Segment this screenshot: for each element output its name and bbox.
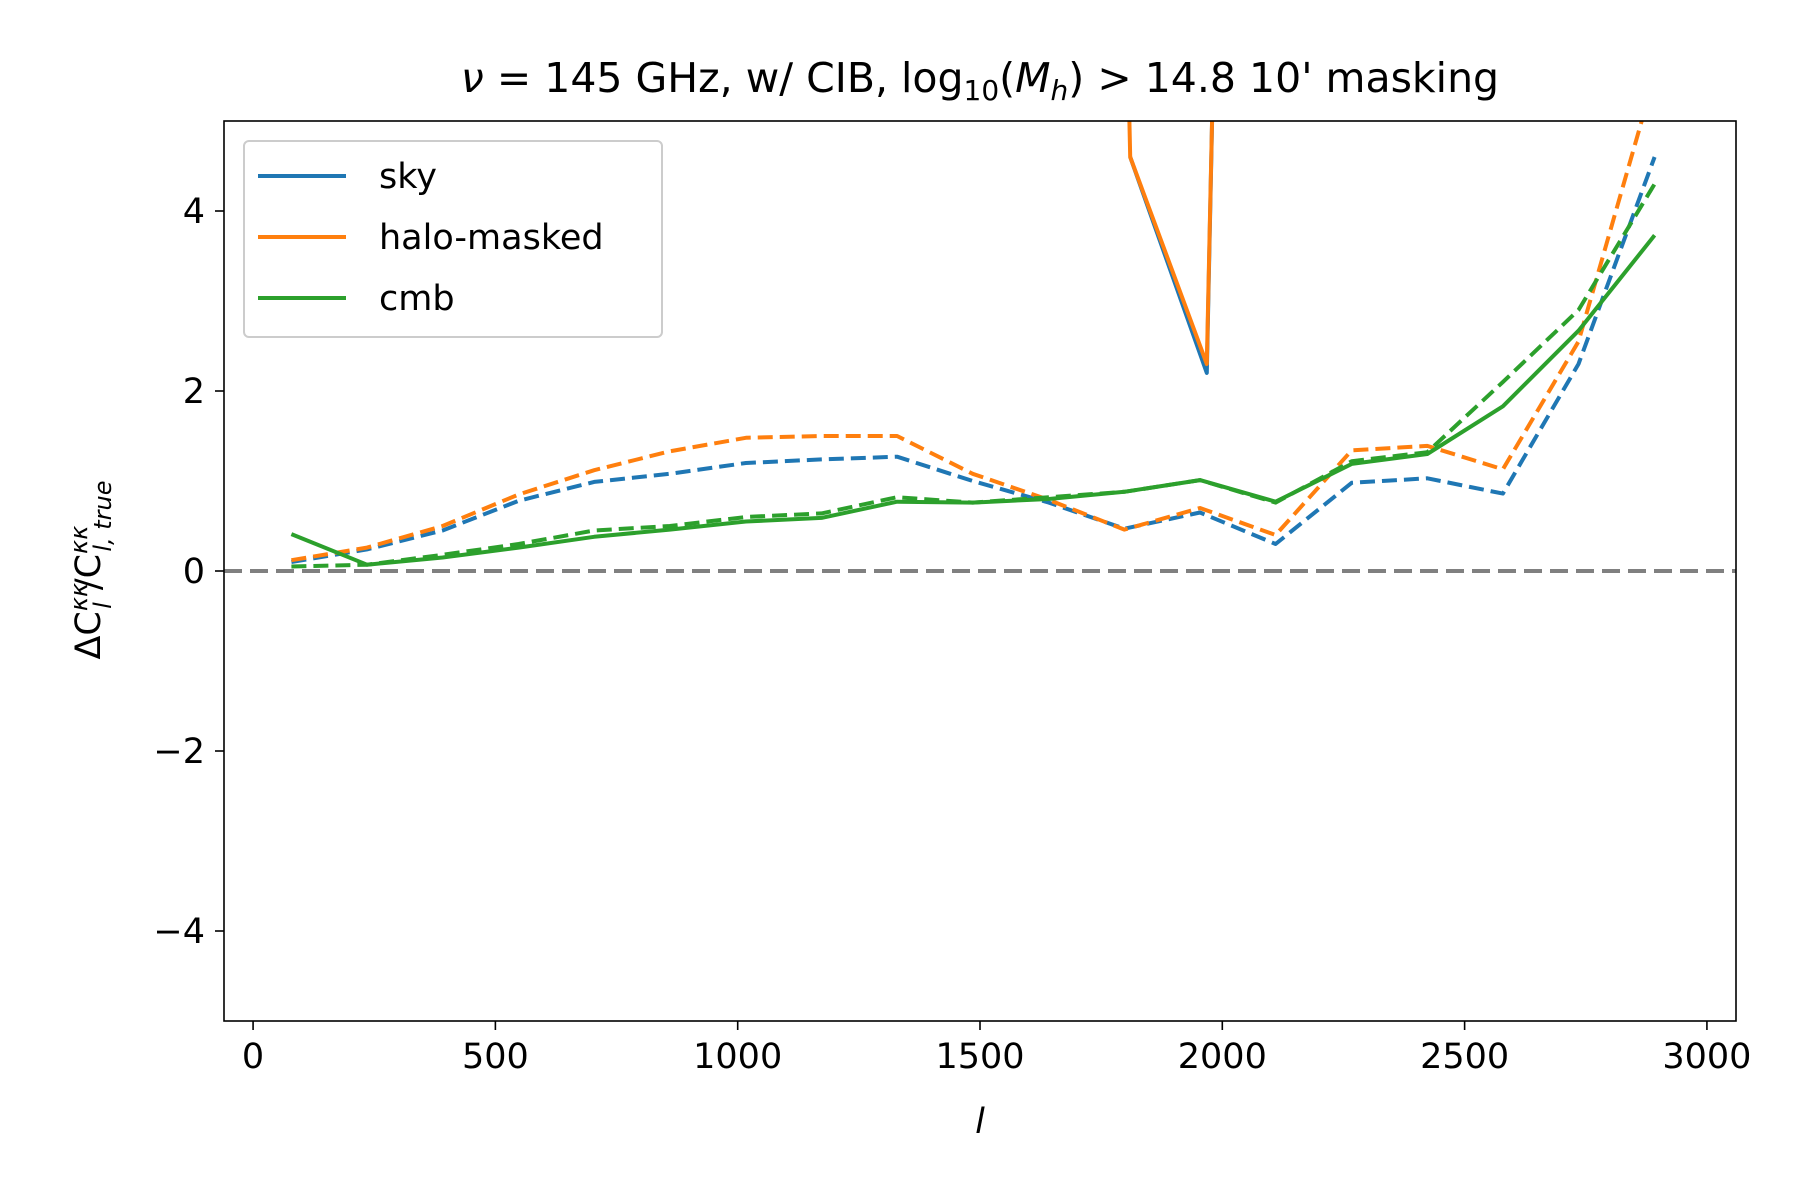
chart-title: ν = 145 GHz, w/ CIB, log10(Mh) > 14.8 10…	[461, 54, 1499, 107]
y-tick-label-0: −4	[153, 912, 205, 952]
x-tick-label-0: 0	[242, 1037, 264, 1077]
x-axis-label: l	[975, 1102, 985, 1142]
legend-label-sky: sky	[379, 157, 437, 197]
x-tick-label-3: 1500	[935, 1037, 1024, 1077]
y-tick-label-3: 2	[183, 372, 205, 412]
y-axis: −4 −2 0 2 4	[153, 192, 224, 952]
series-line-halo-masked	[1127, 121, 1215, 366]
y-tick-label-4: 4	[183, 192, 205, 232]
y-axis-label: ΔCκκl/Cκκl, true	[65, 480, 117, 659]
series-line-cmb	[290, 234, 1657, 567]
x-tick-label-4: 2000	[1178, 1037, 1267, 1077]
x-tick-label-1: 500	[462, 1037, 529, 1077]
legend-label-halo-masked: halo-masked	[379, 218, 604, 258]
x-tick-label-2: 1000	[693, 1037, 782, 1077]
series-line-sky-dashed	[291, 156, 1657, 564]
y-tick-label-2: 0	[183, 552, 205, 592]
legend-box	[243, 140, 663, 338]
series-layer	[224, 121, 1736, 573]
x-tick-label-5: 2500	[1420, 1037, 1509, 1077]
x-tick-label-6: 3000	[1662, 1037, 1751, 1077]
series-line-halo-masked-dashed	[291, 121, 1644, 563]
legend: sky halo-masked cmb	[243, 140, 663, 338]
legend-label-cmb: cmb	[379, 279, 455, 319]
x-axis: 0 500 1000 1500 2000 2500 3000	[242, 1021, 1751, 1077]
y-tick-label-1: −2	[153, 732, 205, 772]
